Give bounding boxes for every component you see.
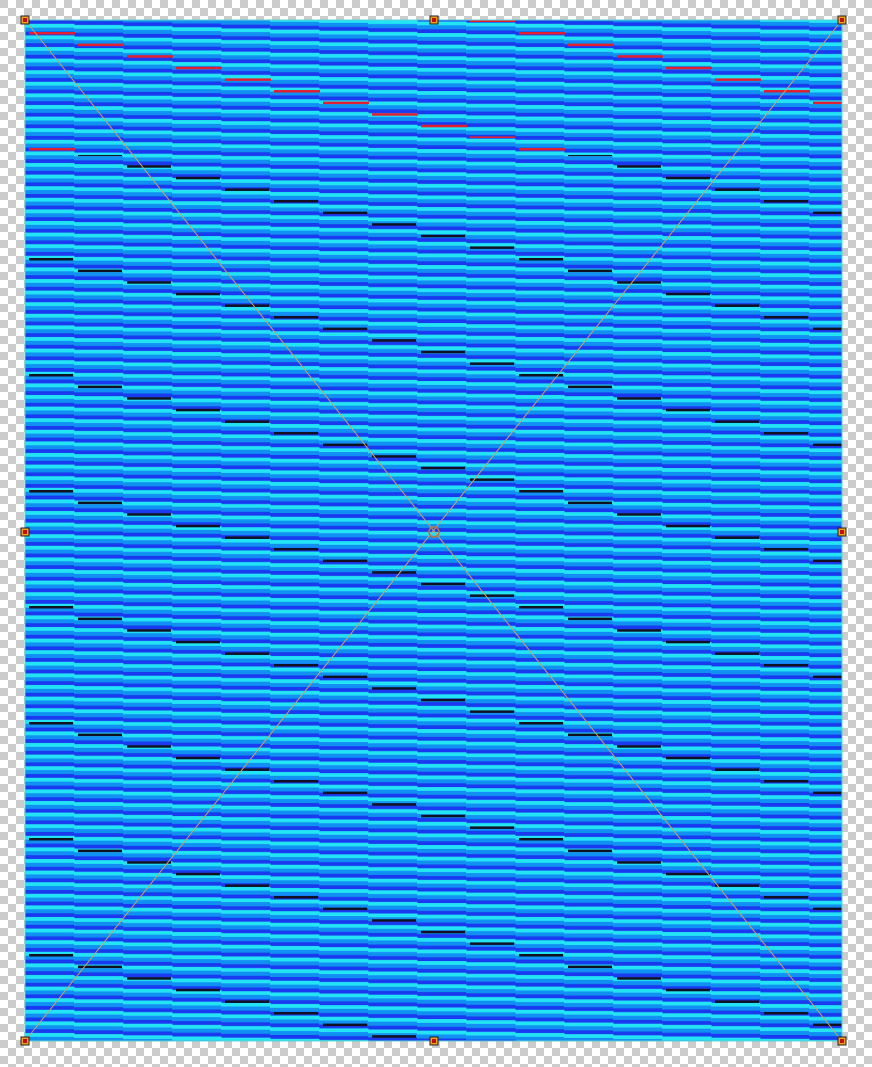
red-dash-overlay — [25, 20, 842, 155]
resize-handle-core — [23, 1039, 27, 1043]
center-pivot[interactable] — [428, 526, 440, 538]
resize-handle-core — [840, 530, 844, 534]
diagonal-guide — [24, 19, 843, 1042]
resize-handle-core — [23, 530, 27, 534]
resize-handle-core — [432, 1039, 436, 1043]
transform-handles — [20, 15, 847, 1046]
dark-dash-overlay — [25, 155, 842, 1041]
resize-handle-core — [432, 18, 436, 22]
resize-handle-core — [840, 18, 844, 22]
resize-handle-core — [840, 1039, 844, 1043]
resize-handle-core — [23, 18, 27, 22]
